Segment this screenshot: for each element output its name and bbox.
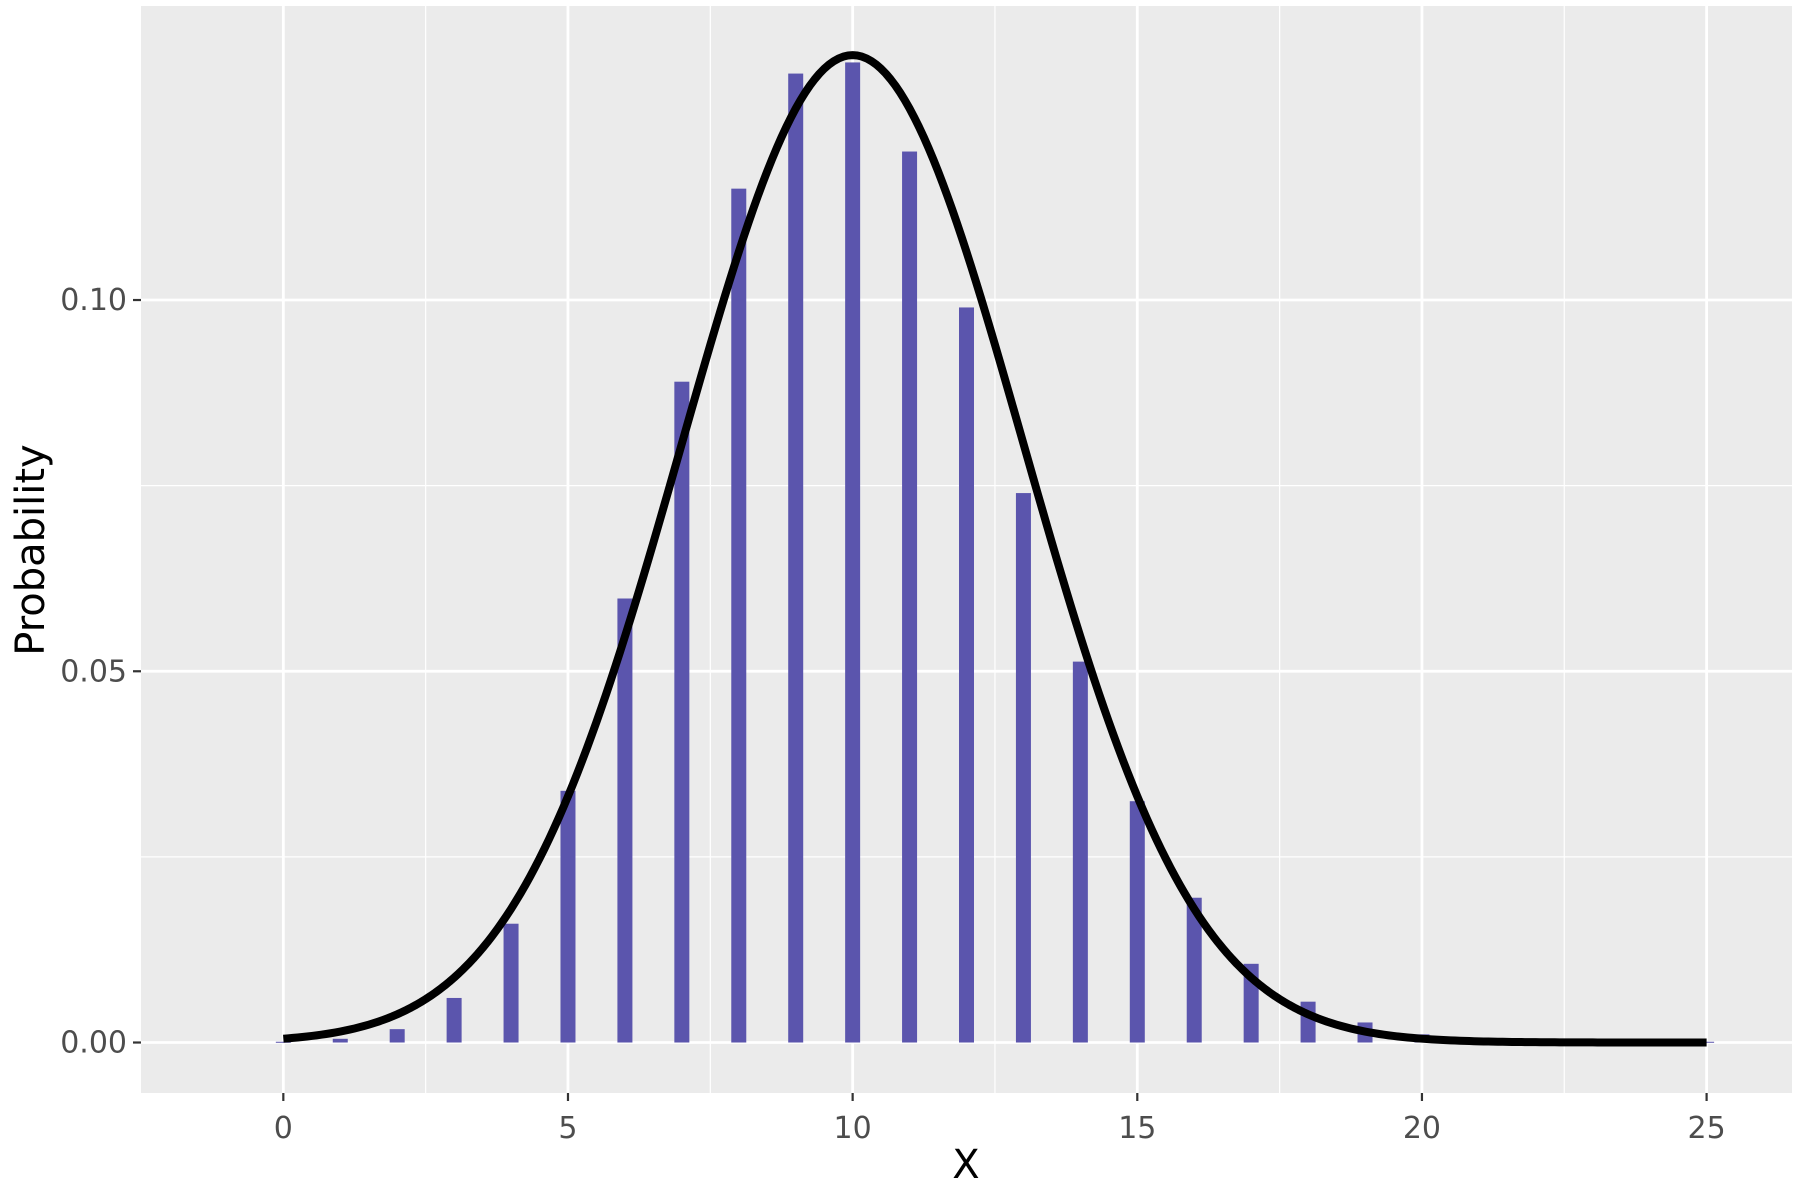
y-tick-label: 0.05 — [60, 654, 127, 689]
probability-bar — [560, 790, 576, 1043]
x-tick-label: 20 — [1403, 1111, 1441, 1146]
density-curve — [283, 51, 1707, 1047]
probability-bar — [503, 923, 519, 1043]
x-tick-label: 10 — [834, 1111, 872, 1146]
y-axis-title: Probability — [8, 444, 54, 655]
probability-bar — [332, 1038, 348, 1043]
y-tick-label: 0.10 — [60, 283, 127, 318]
probability-bar — [617, 598, 633, 1043]
probability-bars — [275, 62, 1715, 1043]
probability-bar — [275, 1041, 291, 1043]
x-tick-label: 5 — [558, 1111, 577, 1146]
x-tick-label: 0 — [274, 1111, 293, 1146]
probability-bar — [446, 997, 462, 1043]
probability-bar — [1072, 661, 1088, 1043]
x-tick-label: 15 — [1118, 1111, 1156, 1146]
probability-bar — [959, 307, 974, 1043]
x-axis-title: X — [952, 1142, 979, 1188]
y-axis: 0.00 0.05 0.10 — [60, 283, 141, 1061]
probability-bar — [731, 188, 747, 1043]
x-axis: 0 5 10 15 20 25 — [274, 1093, 1726, 1146]
probability-bar — [902, 151, 918, 1043]
x-tick-label: 25 — [1688, 1111, 1726, 1146]
probability-bar — [1015, 493, 1031, 1043]
probability-bar — [389, 1029, 405, 1043]
probability-bar — [1699, 1041, 1715, 1043]
probability-bar — [788, 73, 804, 1043]
probability-bar — [845, 62, 861, 1043]
probability-bar — [1186, 897, 1202, 1043]
probability-bar — [674, 381, 690, 1043]
probability-bar — [1129, 801, 1145, 1043]
y-tick-label: 0.00 — [60, 1026, 127, 1061]
